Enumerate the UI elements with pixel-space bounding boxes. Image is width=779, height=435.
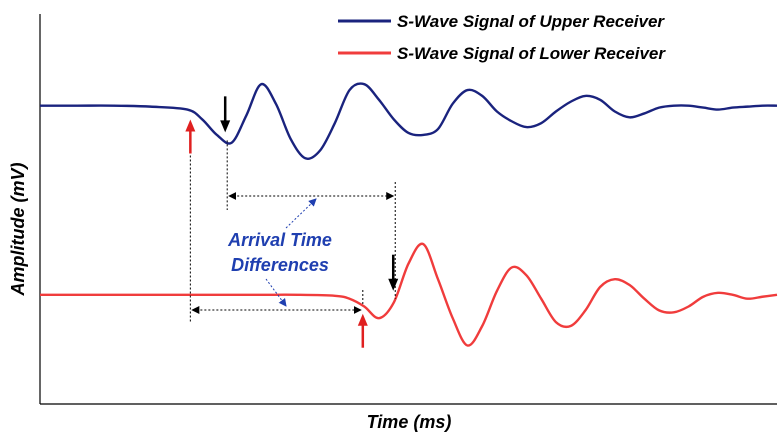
series-group — [39, 82, 778, 347]
black-arrow-upper-head — [220, 120, 231, 133]
legend-entry-upper: S-Wave Signal of Upper Receiver — [338, 12, 665, 31]
annotation-pointer-top — [285, 198, 317, 229]
legend: S-Wave Signal of Upper Receiver S-Wave S… — [338, 12, 666, 63]
legend-entry-lower: S-Wave Signal of Lower Receiver — [338, 44, 666, 63]
legend-label-lower: S-Wave Signal of Lower Receiver — [397, 44, 666, 63]
legend-label-upper: S-Wave Signal of Upper Receiver — [397, 12, 665, 31]
red-arrow-lower-head — [357, 313, 368, 326]
red-arrow-upper-head — [185, 119, 196, 132]
annotation-pointer-bottom — [265, 278, 287, 307]
annotation-group — [185, 96, 399, 348]
series-line-lower — [39, 242, 778, 347]
annotation-text-line1: Arrival Time — [227, 230, 332, 250]
annotation-text-line2: Differences — [231, 255, 329, 275]
y-axis-label: Amplitude (mV) — [8, 162, 28, 296]
black-arrow-lower-head — [388, 278, 399, 291]
series-line-upper — [39, 82, 778, 160]
x-axis-label: Time (ms) — [367, 412, 452, 432]
